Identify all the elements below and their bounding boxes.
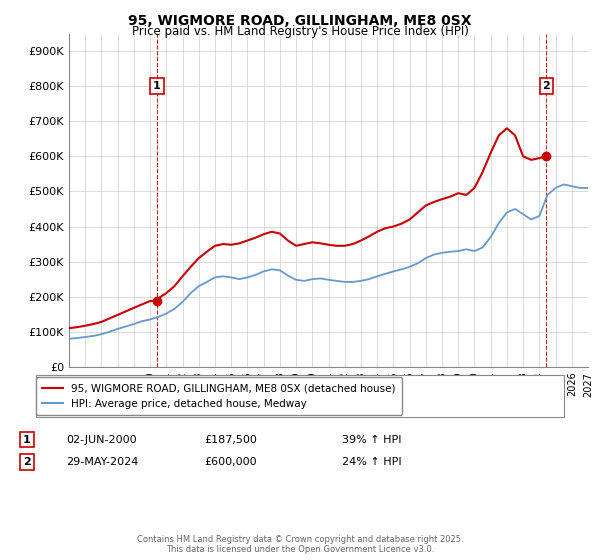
Text: 2: 2: [542, 81, 550, 91]
Text: 24% ↑ HPI: 24% ↑ HPI: [342, 457, 401, 467]
Legend: 95, WIGMORE ROAD, GILLINGHAM, ME8 0SX (detached house), HPI: Average price, deta: 95, WIGMORE ROAD, GILLINGHAM, ME8 0SX (d…: [36, 377, 402, 415]
Text: 39% ↑ HPI: 39% ↑ HPI: [342, 435, 401, 445]
Text: £187,500: £187,500: [204, 435, 257, 445]
Text: 95, WIGMORE ROAD, GILLINGHAM, ME8 0SX: 95, WIGMORE ROAD, GILLINGHAM, ME8 0SX: [128, 14, 472, 28]
Text: 1: 1: [153, 81, 161, 91]
Text: Contains HM Land Registry data © Crown copyright and database right 2025.
This d: Contains HM Land Registry data © Crown c…: [137, 535, 463, 554]
Text: 1: 1: [23, 435, 31, 445]
Text: £600,000: £600,000: [204, 457, 257, 467]
FancyBboxPatch shape: [36, 375, 564, 417]
Text: 2: 2: [23, 457, 31, 467]
Text: 02-JUN-2000: 02-JUN-2000: [66, 435, 137, 445]
Text: 29-MAY-2024: 29-MAY-2024: [66, 457, 139, 467]
Text: Price paid vs. HM Land Registry's House Price Index (HPI): Price paid vs. HM Land Registry's House …: [131, 25, 469, 38]
